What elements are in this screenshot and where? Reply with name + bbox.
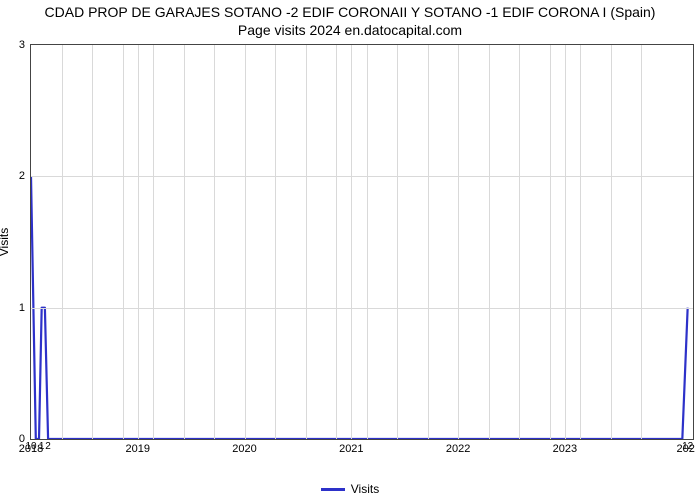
grid-line-v bbox=[580, 45, 581, 439]
grid-line-v-major bbox=[458, 45, 459, 439]
grid-line-h bbox=[31, 308, 693, 309]
grid-line-v bbox=[92, 45, 93, 439]
grid-line-v bbox=[275, 45, 276, 439]
grid-line-v-major bbox=[351, 45, 352, 439]
grid-line-v bbox=[336, 45, 337, 439]
legend-label: Visits bbox=[351, 482, 379, 496]
y-tick-label: 3 bbox=[19, 39, 31, 51]
grid-line-v bbox=[550, 45, 551, 439]
grid-line-v bbox=[306, 45, 307, 439]
chart-title: CDAD PROP DE GARAJES SOTANO -2 EDIF CORO… bbox=[0, 0, 700, 41]
y-axis-label: Visits bbox=[0, 228, 11, 256]
y-tick-label: 1 bbox=[19, 302, 31, 314]
x-tick-label: 2019 bbox=[126, 439, 150, 455]
x-tick-label: 2021 bbox=[339, 439, 363, 455]
plot-area-wrap: 0123201820192020202120222023202101212 Vi… bbox=[30, 44, 694, 440]
legend: Visits bbox=[0, 481, 700, 496]
data-point-label: 10 bbox=[25, 441, 36, 452]
grid-line-h bbox=[31, 176, 693, 177]
grid-line-v-major bbox=[565, 45, 566, 439]
grid-line-v bbox=[428, 45, 429, 439]
x-tick-label: 2022 bbox=[446, 439, 470, 455]
grid-line-v bbox=[611, 45, 612, 439]
grid-line-v-major bbox=[138, 45, 139, 439]
chart-container: CDAD PROP DE GARAJES SOTANO -2 EDIF CORO… bbox=[0, 0, 700, 500]
grid-line-v bbox=[214, 45, 215, 439]
y-tick-label: 2 bbox=[19, 170, 31, 182]
line-series bbox=[31, 45, 693, 439]
grid-line-v bbox=[62, 45, 63, 439]
grid-line-v bbox=[489, 45, 490, 439]
x-tick-label: 2020 bbox=[232, 439, 256, 455]
grid-line-v bbox=[153, 45, 154, 439]
grid-line-v-major bbox=[245, 45, 246, 439]
legend-swatch bbox=[321, 488, 345, 491]
x-tick-label: 2023 bbox=[553, 439, 577, 455]
data-point-label: 12 bbox=[682, 441, 693, 452]
plot-area: 0123201820192020202120222023202101212 bbox=[30, 44, 694, 440]
grid-line-v bbox=[123, 45, 124, 439]
grid-line-v bbox=[367, 45, 368, 439]
grid-line-v bbox=[184, 45, 185, 439]
grid-line-v bbox=[519, 45, 520, 439]
grid-line-v bbox=[641, 45, 642, 439]
grid-line-v bbox=[397, 45, 398, 439]
data-point-label: 1 bbox=[39, 441, 45, 452]
data-point-label: 2 bbox=[45, 441, 51, 452]
